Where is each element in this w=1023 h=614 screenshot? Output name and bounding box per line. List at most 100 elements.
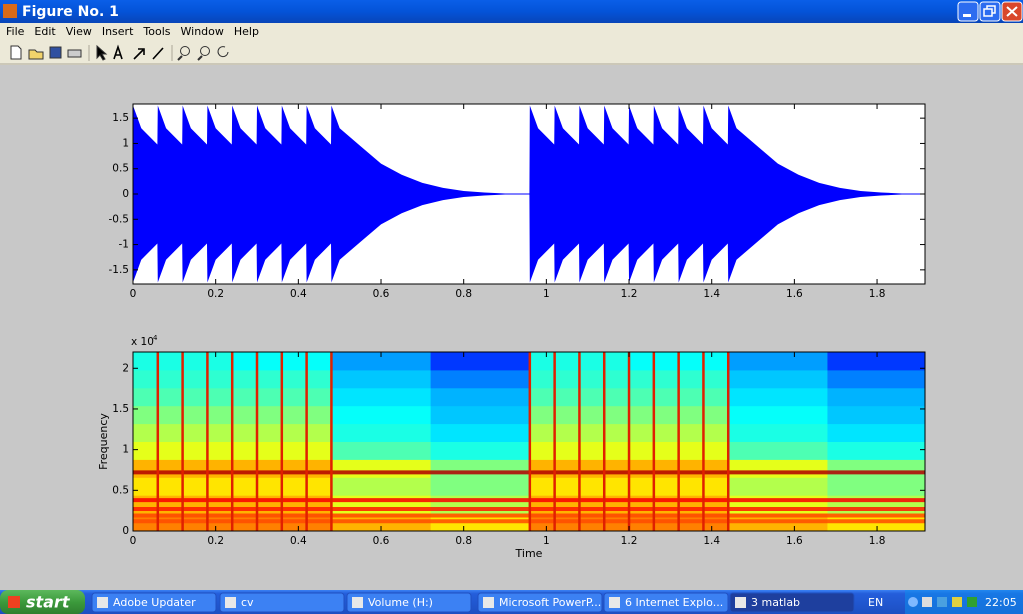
menu-item[interactable]: Edit [34, 25, 56, 38]
heatmap-cell [430, 477, 531, 496]
x-tick-label: 1 [543, 535, 550, 547]
y-tick-label: -1.5 [109, 264, 130, 276]
heatmap-cell [827, 352, 926, 371]
x-tick-label: 1.8 [869, 288, 886, 300]
select-icon[interactable] [96, 44, 108, 61]
zoom-out-icon[interactable] [200, 46, 210, 56]
close-icon [1006, 6, 1018, 17]
rotate-icon[interactable] [217, 46, 229, 58]
open-icon[interactable] [28, 49, 44, 60]
menu-item[interactable]: Help [234, 25, 259, 38]
title-bar [0, 0, 1023, 23]
minimize-button[interactable] [957, 1, 979, 22]
x-tick-label: 1.2 [621, 288, 638, 300]
heatmap-cell [430, 423, 531, 442]
task-label: Microsoft PowerP... [499, 596, 601, 609]
y-axis-label: Frequency [97, 413, 110, 470]
heatmap-cell [430, 405, 531, 425]
window-title: Figure No. 1 [22, 4, 119, 20]
y-tick-label: 0.5 [112, 163, 129, 175]
x-tick-label: 1.4 [703, 535, 720, 547]
task-button[interactable] [477, 592, 603, 613]
x-tick-label: 0.4 [290, 535, 307, 547]
heatmap-cell [728, 405, 828, 425]
heatmap-cell [827, 387, 926, 407]
x-axis-label: Time [515, 547, 543, 560]
x-tick-label: 1.6 [786, 535, 803, 547]
menu-item[interactable]: Tools [142, 25, 170, 38]
window-controls [957, 1, 1023, 22]
x-tick-label: 0.2 [207, 288, 224, 300]
x-tick-label: 1.8 [869, 535, 886, 547]
x-tick-label: 0 [130, 535, 137, 547]
tray-icon [922, 597, 932, 607]
heatmap-cell [430, 441, 531, 460]
task-button[interactable] [603, 592, 729, 613]
y-tick-label: -1 [119, 239, 129, 251]
task-button[interactable] [729, 592, 855, 613]
x-tick-label: 0.8 [455, 535, 472, 547]
new-icon[interactable] [10, 45, 22, 60]
heatmap-cell [728, 369, 828, 389]
task-button[interactable] [219, 592, 345, 613]
start-button[interactable] [0, 590, 85, 614]
save-icon[interactable] [49, 46, 62, 59]
zoom-out-handle [197, 55, 203, 61]
task-icon [735, 597, 746, 608]
restore-icon [983, 8, 993, 17]
tray-icon [937, 597, 947, 607]
menu-item[interactable]: Insert [102, 25, 134, 38]
task-icon [97, 597, 108, 608]
task-icon [352, 597, 363, 608]
menu-item[interactable]: Window [181, 25, 224, 38]
heatmap-cell [430, 369, 531, 389]
x-tick-label: 0.6 [373, 288, 390, 300]
text-icon[interactable] [113, 44, 123, 60]
menu-item[interactable]: File [6, 25, 25, 38]
heatmap-cell [728, 352, 828, 371]
start-label: start [26, 593, 71, 612]
minimize-icon [963, 14, 971, 17]
heatmap-cell [728, 387, 828, 407]
axes: Time Frequency x 10 4 0 0.2 0.4 0.6 0.8 1 1.2 1.4 1.… [97, 334, 926, 560]
axes: 0 0.2 0.4 0.6 0.8 1 1.2 1.4 1.6 1.8 -1.5 -1 -0.5 0 0.5… [109, 103, 926, 300]
plots: 0 0.2 0.4 0.6 0.8 1 1.2 1.4 1.6 1.8 -1.5 -1 -0.5 0 0.5… [97, 103, 926, 560]
heatmap-cell [430, 459, 531, 478]
tray-icons [908, 597, 977, 607]
menu-bar [0, 23, 1023, 41]
windows-logo [8, 596, 20, 608]
x-tick-label: 1.6 [786, 288, 803, 300]
y-tick-label: -0.5 [109, 213, 130, 225]
heatmap-cell [331, 369, 432, 389]
heatmap-cell [728, 441, 828, 460]
line-icon[interactable] [152, 47, 164, 60]
task-button[interactable] [91, 592, 217, 613]
arrow-icon[interactable] [133, 48, 145, 60]
clock: 22:05 [985, 596, 1017, 609]
task-icon [483, 597, 494, 608]
heatmap-cell [331, 387, 432, 407]
zoom-in-icon[interactable] [180, 46, 190, 56]
heatmap-cell [331, 459, 432, 478]
toolbar-icons [10, 44, 229, 61]
heatmap-cell [827, 369, 926, 389]
heatmap-cell [331, 477, 432, 496]
axes-box [132, 351, 926, 532]
task-icon [609, 597, 620, 608]
language: EN [868, 596, 883, 609]
task-button[interactable] [346, 592, 472, 613]
y-exponent-power: 4 [153, 334, 158, 342]
heatmap-cell [331, 441, 432, 460]
heatmap-cell [728, 477, 828, 496]
y-tick-label: 1 [122, 444, 129, 456]
tray-icon [967, 597, 977, 607]
heatmap-cell [827, 477, 926, 496]
y-tick-label: 0.5 [112, 484, 129, 496]
task-label: cv [241, 596, 254, 609]
y-tick-label: 1.5 [112, 403, 129, 415]
print-icon[interactable] [67, 49, 82, 58]
menu-item[interactable]: View [66, 25, 92, 38]
y-tick-label: 0 [122, 188, 129, 200]
